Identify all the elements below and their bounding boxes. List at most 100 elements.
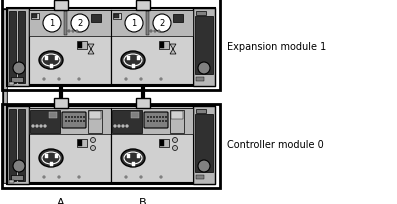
Ellipse shape — [121, 51, 145, 69]
Bar — [49, 112, 57, 118]
Bar — [9, 109, 16, 181]
Bar — [159, 139, 169, 147]
Bar — [78, 140, 82, 146]
Circle shape — [125, 78, 127, 81]
Circle shape — [147, 120, 149, 122]
Bar — [29, 10, 111, 36]
Ellipse shape — [124, 54, 142, 66]
Bar — [131, 64, 135, 68]
Bar — [91, 14, 101, 22]
Bar — [30, 110, 60, 133]
Circle shape — [42, 78, 46, 81]
Bar — [78, 42, 82, 48]
Circle shape — [31, 124, 35, 128]
Bar — [2, 0, 220, 90]
Text: 2: 2 — [77, 19, 83, 28]
Bar — [111, 10, 193, 84]
Circle shape — [162, 116, 164, 118]
Circle shape — [121, 124, 125, 128]
Text: 2: 2 — [159, 19, 165, 28]
Bar — [54, 0, 68, 10]
Bar — [195, 114, 213, 172]
Bar — [64, 11, 67, 35]
Text: A: A — [57, 198, 65, 204]
Circle shape — [173, 145, 177, 151]
Circle shape — [72, 30, 74, 32]
Bar — [137, 56, 139, 60]
Polygon shape — [170, 44, 176, 54]
Bar — [29, 108, 111, 134]
Bar — [111, 10, 193, 36]
Circle shape — [160, 175, 162, 178]
Ellipse shape — [124, 152, 142, 164]
Circle shape — [77, 78, 81, 81]
Bar — [7, 106, 215, 184]
Bar — [159, 41, 169, 49]
Circle shape — [44, 124, 46, 128]
Bar — [32, 14, 37, 18]
Bar — [196, 11, 206, 15]
Circle shape — [158, 30, 160, 32]
Ellipse shape — [39, 149, 63, 167]
Bar — [31, 13, 39, 19]
Bar — [11, 175, 23, 180]
Bar — [44, 56, 48, 60]
Circle shape — [77, 120, 79, 122]
Circle shape — [71, 116, 73, 118]
Bar — [196, 77, 204, 81]
Bar — [131, 112, 139, 118]
Circle shape — [162, 120, 164, 122]
Circle shape — [13, 62, 25, 74]
Bar — [11, 77, 23, 82]
Bar — [29, 10, 111, 84]
Bar — [50, 64, 52, 68]
Bar — [170, 110, 184, 133]
Bar — [18, 11, 25, 83]
Bar — [193, 106, 215, 184]
Text: Expansion module 1: Expansion module 1 — [227, 42, 326, 52]
Bar — [193, 8, 215, 86]
Circle shape — [156, 116, 158, 118]
Circle shape — [173, 137, 177, 143]
Circle shape — [118, 124, 121, 128]
Bar — [50, 162, 52, 166]
Ellipse shape — [121, 149, 145, 167]
Bar — [196, 175, 204, 179]
Circle shape — [74, 116, 76, 118]
Ellipse shape — [39, 51, 63, 69]
Bar — [88, 110, 102, 133]
Circle shape — [35, 124, 39, 128]
Circle shape — [147, 116, 149, 118]
Bar — [173, 14, 183, 22]
Circle shape — [13, 160, 25, 172]
Text: Controller module 0: Controller module 0 — [227, 140, 324, 150]
Bar — [9, 82, 14, 85]
Circle shape — [153, 14, 171, 32]
Bar — [136, 98, 150, 108]
Bar — [136, 0, 150, 10]
FancyBboxPatch shape — [144, 112, 168, 128]
Circle shape — [159, 116, 161, 118]
Circle shape — [125, 175, 127, 178]
Bar — [77, 139, 87, 147]
Circle shape — [165, 120, 167, 122]
Circle shape — [65, 120, 67, 122]
Bar — [29, 108, 111, 182]
Circle shape — [43, 14, 61, 32]
Circle shape — [58, 175, 60, 178]
Circle shape — [68, 120, 70, 122]
Circle shape — [39, 124, 42, 128]
Bar — [127, 56, 129, 60]
Circle shape — [80, 116, 82, 118]
Circle shape — [80, 120, 82, 122]
Circle shape — [83, 116, 85, 118]
Circle shape — [71, 120, 73, 122]
Circle shape — [165, 116, 167, 118]
Circle shape — [91, 137, 96, 143]
Circle shape — [71, 14, 89, 32]
Bar — [113, 13, 121, 19]
Circle shape — [156, 120, 158, 122]
Circle shape — [83, 120, 85, 122]
Circle shape — [114, 124, 116, 128]
Circle shape — [159, 120, 161, 122]
